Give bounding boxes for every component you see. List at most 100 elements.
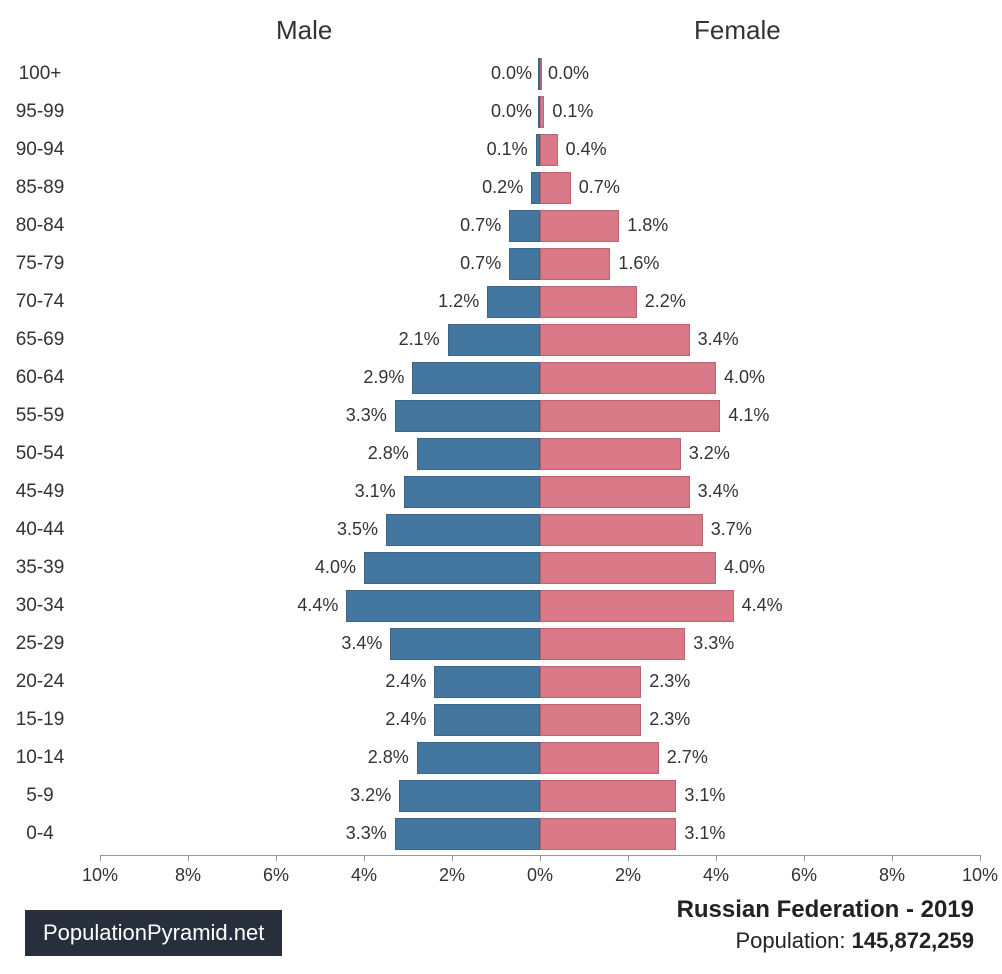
bar-row: 0.0%0.0% bbox=[100, 55, 980, 93]
female-bar bbox=[540, 476, 690, 508]
bar-row: 3.4%3.3% bbox=[100, 625, 980, 663]
age-group-label: 80-84 bbox=[0, 215, 90, 237]
male-bar bbox=[434, 666, 540, 698]
male-pct-label: 2.8% bbox=[368, 747, 409, 768]
bar-row: 2.4%2.3% bbox=[100, 663, 980, 701]
male-pct-label: 3.3% bbox=[346, 405, 387, 426]
male-bar bbox=[412, 362, 540, 394]
female-bar bbox=[540, 666, 641, 698]
x-tick-label: 6% bbox=[791, 865, 817, 886]
female-bar bbox=[540, 248, 610, 280]
x-tick bbox=[452, 855, 453, 861]
bar-row: 3.1% 3.4% bbox=[100, 473, 980, 511]
male-bar bbox=[434, 704, 540, 736]
female-pct-label: 3.4% bbox=[698, 481, 739, 502]
male-pct-label: 0.1% bbox=[487, 139, 528, 160]
bar-row: 2.8%3.2% bbox=[100, 435, 980, 473]
male-pct-label: 0.7% bbox=[460, 215, 501, 236]
male-bar bbox=[417, 742, 540, 774]
age-group-label: 45-49 bbox=[0, 481, 90, 503]
female-bar bbox=[540, 58, 542, 90]
age-group-label: 20-24 bbox=[0, 671, 90, 693]
footer: PopulationPyramid.net Russian Federation… bbox=[0, 886, 1002, 956]
male-pct-label: 0.7% bbox=[460, 253, 501, 274]
age-group-label: 40-44 bbox=[0, 519, 90, 541]
y-axis: 100+95-9990-9485-8980-8475-7970-7465-696… bbox=[0, 15, 100, 885]
female-bar bbox=[540, 172, 571, 204]
bar-row: 0.2%0.7% bbox=[100, 169, 980, 207]
bar-row: 2.1%3.4% bbox=[100, 321, 980, 359]
bars-container: 0.0%0.0%0.0%0.1%0.1%0.4%0.2%0.7%0.7%1.8%… bbox=[100, 55, 980, 855]
male-bar bbox=[404, 476, 540, 508]
age-group-label: 95-99 bbox=[0, 101, 90, 123]
age-group-label: 60-64 bbox=[0, 367, 90, 389]
male-bar bbox=[487, 286, 540, 318]
age-group-label: 50-54 bbox=[0, 443, 90, 465]
x-tick-label: 2% bbox=[439, 865, 465, 886]
x-tick bbox=[804, 855, 805, 861]
x-tick bbox=[100, 855, 101, 861]
male-bar bbox=[386, 514, 540, 546]
male-bar bbox=[417, 438, 540, 470]
female-bar bbox=[540, 704, 641, 736]
male-pct-label: 0.2% bbox=[482, 177, 523, 198]
x-tick-label: 10% bbox=[82, 865, 118, 886]
male-pct-label: 4.0% bbox=[315, 557, 356, 578]
bar-row: 3.2%3.1% bbox=[100, 777, 980, 815]
x-tick bbox=[628, 855, 629, 861]
age-group-label: 100+ bbox=[0, 63, 90, 85]
female-pct-label: 3.1% bbox=[684, 823, 725, 844]
female-bar bbox=[540, 628, 685, 660]
male-bar bbox=[395, 818, 540, 850]
female-pct-label: 1.8% bbox=[627, 215, 668, 236]
x-tick-label: 6% bbox=[263, 865, 289, 886]
age-group-label: 0-4 bbox=[0, 823, 90, 845]
male-pct-label: 3.1% bbox=[355, 481, 396, 502]
male-bar bbox=[346, 590, 540, 622]
x-tick bbox=[980, 855, 981, 861]
x-tick bbox=[716, 855, 717, 861]
age-group-label: 85-89 bbox=[0, 177, 90, 199]
male-bar bbox=[509, 210, 540, 242]
x-tick bbox=[540, 855, 541, 861]
male-pct-label: 2.4% bbox=[385, 671, 426, 692]
age-group-label: 75-79 bbox=[0, 253, 90, 275]
female-pct-label: 0.1% bbox=[552, 101, 593, 122]
x-tick bbox=[892, 855, 893, 861]
bar-row: 3.3%4.1% bbox=[100, 397, 980, 435]
x-tick-label: 2% bbox=[615, 865, 641, 886]
male-pct-label: 2.1% bbox=[399, 329, 440, 350]
bar-row: 2.8% 2.7% bbox=[100, 739, 980, 777]
male-pct-label: 4.4% bbox=[297, 595, 338, 616]
female-pct-label: 2.7% bbox=[667, 747, 708, 768]
female-bar bbox=[540, 324, 690, 356]
female-bar bbox=[540, 210, 619, 242]
female-bar bbox=[540, 286, 637, 318]
age-group-label: 5-9 bbox=[0, 785, 90, 807]
female-pct-label: 0.4% bbox=[566, 139, 607, 160]
country-year: Russian Federation - 2019 bbox=[677, 896, 974, 924]
female-pct-label: 1.6% bbox=[618, 253, 659, 274]
male-pct-label: 3.4% bbox=[341, 633, 382, 654]
female-bar bbox=[540, 780, 676, 812]
male-bar bbox=[509, 248, 540, 280]
source-badge: PopulationPyramid.net bbox=[25, 910, 282, 956]
female-bar bbox=[540, 134, 558, 166]
age-group-label: 10-14 bbox=[0, 747, 90, 769]
female-pct-label: 4.4% bbox=[742, 595, 783, 616]
male-pct-label: 2.8% bbox=[368, 443, 409, 464]
male-header: Male bbox=[276, 15, 332, 46]
bar-row: 0.0%0.1% bbox=[100, 93, 980, 131]
age-group-label: 55-59 bbox=[0, 405, 90, 427]
male-pct-label: 3.3% bbox=[346, 823, 387, 844]
bar-row: 4.4% 4.4% bbox=[100, 587, 980, 625]
female-bar bbox=[540, 438, 681, 470]
female-pct-label: 4.0% bbox=[724, 367, 765, 388]
age-group-label: 15-19 bbox=[0, 709, 90, 731]
bar-row: 3.5%3.7% bbox=[100, 511, 980, 549]
male-bar bbox=[390, 628, 540, 660]
age-group-label: 70-74 bbox=[0, 291, 90, 313]
bar-row: 3.3% 3.1% bbox=[100, 815, 980, 853]
population-line: Population: 145,872,259 bbox=[735, 928, 974, 954]
x-tick-label: 8% bbox=[879, 865, 905, 886]
